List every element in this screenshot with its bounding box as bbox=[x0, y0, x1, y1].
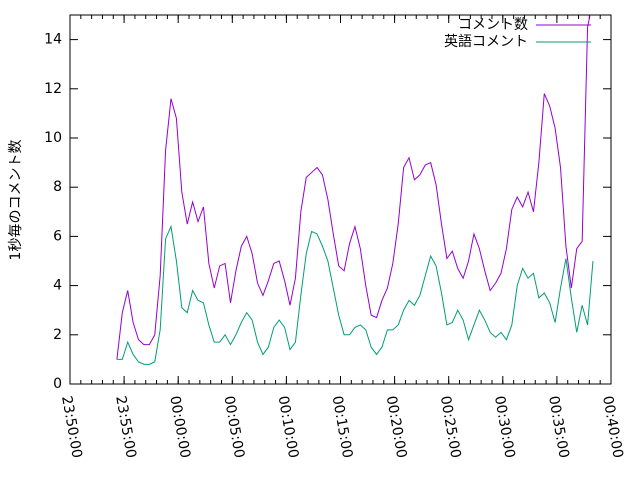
x-tick-label: 00:40:00 bbox=[599, 395, 626, 460]
series-line bbox=[116, 15, 591, 360]
y-tick-label: 4 bbox=[53, 278, 62, 294]
y-tick-label: 0 bbox=[53, 376, 62, 392]
y-axis-label: 1秒毎のコメント数 bbox=[8, 140, 24, 261]
y-tick-label: 6 bbox=[53, 228, 62, 244]
x-tick-label: 00:35:00 bbox=[545, 395, 572, 460]
x-tick-label: 23:50:00 bbox=[58, 395, 85, 460]
x-tick-label: 00:20:00 bbox=[383, 395, 410, 460]
y-tick-label: 8 bbox=[53, 179, 62, 195]
y-tick-label: 14 bbox=[44, 32, 62, 48]
x-tick-label: 00:30:00 bbox=[491, 395, 518, 460]
x-tick-label: 00:10:00 bbox=[275, 395, 302, 460]
legend-label: コメント数 bbox=[458, 17, 528, 33]
x-tick-label: 00:25:00 bbox=[437, 395, 464, 460]
x-tick-label: 00:05:00 bbox=[220, 395, 247, 460]
y-tick-label: 2 bbox=[53, 327, 62, 343]
x-tick-label: 00:00:00 bbox=[166, 395, 193, 460]
y-tick-label: 10 bbox=[44, 130, 62, 146]
legend-label: 英語コメント bbox=[444, 33, 528, 50]
y-tick-label: 12 bbox=[44, 81, 62, 97]
plot-lines bbox=[116, 15, 594, 365]
x-tick-label: 00:15:00 bbox=[329, 395, 356, 460]
series-line bbox=[116, 224, 594, 365]
x-tick-label: 23:55:00 bbox=[112, 395, 139, 460]
